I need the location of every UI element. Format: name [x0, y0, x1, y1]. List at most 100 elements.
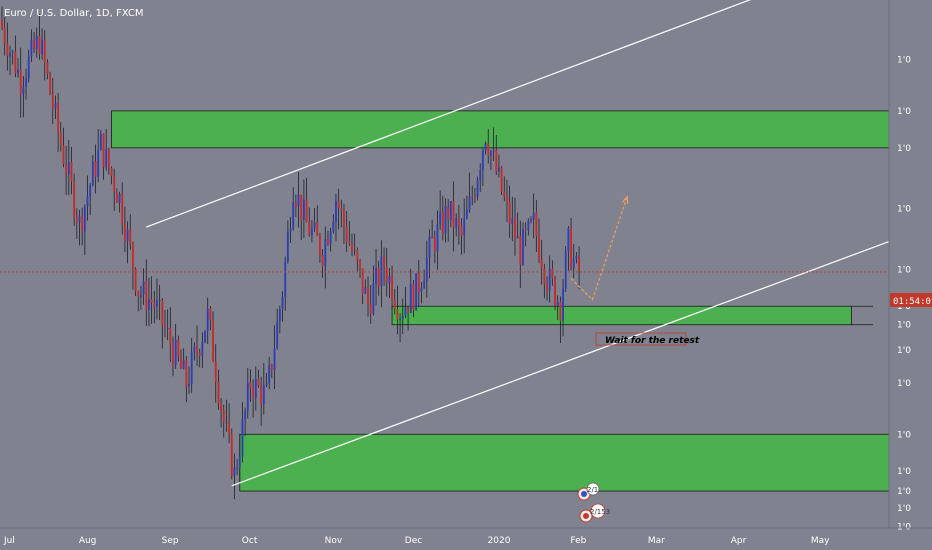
candle-body [572, 259, 575, 268]
candle-body [46, 62, 49, 74]
candle-body [252, 388, 255, 398]
annotation-box [595, 332, 687, 346]
candle-body [361, 268, 364, 294]
price-axis-label: 1'0 [897, 302, 911, 312]
time-axis-label: 2020 [488, 536, 511, 546]
candle-body [204, 330, 206, 342]
candle-body [121, 193, 124, 225]
candle-body [407, 307, 410, 313]
candle-body [468, 196, 471, 211]
candle-body [452, 201, 455, 229]
candle-body [367, 287, 369, 304]
candle-body [327, 239, 329, 244]
candle-body [126, 229, 129, 242]
candle-body [332, 221, 335, 232]
candle-body [508, 201, 511, 225]
price-axis-label: 1'0 [897, 144, 911, 154]
candle-body [524, 228, 527, 231]
candle-body [9, 52, 11, 57]
candle-body [134, 268, 137, 292]
trendlines [146, 0, 890, 487]
candle-body [148, 299, 150, 311]
trendline-1 [146, 0, 752, 228]
candle-body [415, 273, 418, 311]
candle-body [570, 227, 573, 268]
time-axis-label: Aug [79, 536, 97, 546]
candle-body [476, 180, 479, 197]
candle-body [212, 320, 214, 362]
candle-body [473, 196, 476, 198]
candle-body [254, 378, 257, 398]
candle-body [343, 209, 345, 226]
candle-body [67, 162, 70, 175]
price-axis-panel [889, 0, 932, 528]
candle-body [292, 201, 295, 229]
candle-body [99, 133, 102, 150]
count-badge-2-icon [590, 503, 606, 519]
candle-body [65, 164, 68, 175]
candle-body [174, 339, 177, 366]
candle-body [353, 249, 356, 251]
candle-body [27, 56, 30, 79]
candle-body [137, 291, 140, 298]
candle-body [351, 243, 353, 251]
candle-body [201, 341, 204, 356]
candle-body [190, 352, 193, 384]
candle-body [238, 456, 241, 468]
candle-body [420, 288, 423, 293]
candle-body [193, 346, 196, 353]
candle-body [139, 294, 142, 298]
candle-body [107, 148, 110, 169]
time-axis-label: May [811, 536, 830, 546]
candle-body [113, 175, 116, 193]
candle-body [522, 228, 524, 265]
candle-body [142, 280, 145, 295]
candle-body [105, 148, 108, 168]
candle-body [447, 206, 450, 220]
projection-arrow-icon [622, 195, 629, 204]
price-axis-label: 1'0 [897, 265, 911, 275]
candle-body [86, 196, 89, 207]
candle-body [75, 217, 78, 223]
candle-body [479, 169, 482, 181]
candle-body [425, 257, 428, 282]
time-axis-label: Feb [570, 536, 586, 546]
candle-body [118, 193, 121, 203]
candle-body [543, 268, 546, 284]
candle-body [209, 308, 212, 321]
candle-body [457, 218, 460, 226]
candle-body [359, 260, 361, 269]
candle-body [527, 220, 530, 231]
candle-body [538, 235, 540, 260]
candle-body [276, 321, 279, 349]
candle-body [433, 238, 436, 252]
candle-body [19, 69, 22, 95]
candle-body [214, 361, 217, 383]
current-price-tag-bg [890, 293, 932, 307]
candle-body [497, 167, 500, 172]
candle-body [559, 301, 562, 321]
candle-body [51, 94, 54, 109]
annotation-group: Wait for the retest [595, 332, 700, 346]
candle-body [471, 196, 474, 198]
candle-body [530, 219, 532, 221]
candle-body [318, 235, 321, 256]
candle-body [230, 433, 233, 477]
candle-body [164, 325, 166, 329]
candle-body [257, 378, 260, 386]
price-axis-label: 1'0 [897, 379, 911, 389]
candle-body [503, 191, 506, 197]
candle-body [364, 287, 367, 294]
candle-body [428, 236, 431, 258]
current-price-tag-text: 01:54:01 [893, 297, 932, 307]
candle-body [465, 210, 468, 219]
price-axis-label: 1'0 [897, 504, 911, 514]
candle-body [25, 78, 27, 87]
candle-body [297, 194, 300, 207]
price-axis-label: 1'0 [897, 346, 911, 356]
price-axis-label: 1'0 [897, 55, 911, 65]
candle-body [228, 422, 231, 434]
candle-body [236, 467, 239, 469]
candle-body [431, 236, 434, 239]
